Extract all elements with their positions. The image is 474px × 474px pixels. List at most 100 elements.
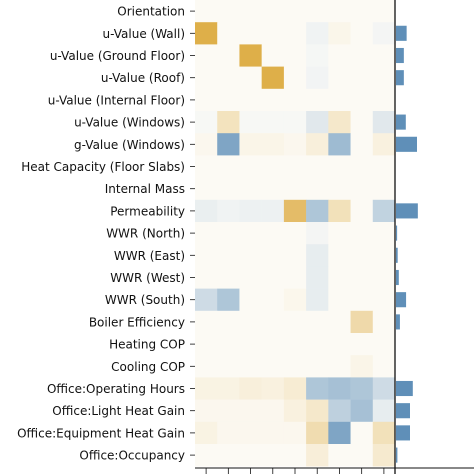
heatmap-cell	[217, 310, 240, 334]
heatmap-cell	[372, 355, 396, 378]
heatmap-cell	[283, 22, 307, 45]
row-label-wwr-south: WWR (South)	[105, 293, 185, 307]
row-label-office-operating-hours: Office:Operating Hours	[47, 382, 185, 396]
heatmap-cell	[283, 421, 307, 445]
bar-u-value-windows	[396, 114, 406, 130]
heatmap-cell	[283, 377, 307, 400]
heatmap-cell	[306, 22, 329, 45]
heatmap-cell	[217, 266, 240, 289]
heatmap-cell	[239, 66, 262, 90]
heatmap-cell	[350, 288, 374, 312]
heatmap-cell	[283, 133, 307, 156]
heatmap-cell	[328, 111, 351, 134]
heatmap-cell	[195, 355, 218, 378]
heatmap-cell	[283, 333, 307, 356]
heatmap-cell	[261, 222, 285, 245]
heatmap-cell	[372, 421, 396, 445]
heatmap-cell	[328, 177, 351, 201]
row-label-u-value-ground-floor: u-Value (Ground Floor)	[50, 49, 185, 63]
heatmap-cell	[283, 399, 307, 423]
heatmap-cell	[306, 155, 329, 178]
heatmap-cell	[350, 44, 374, 67]
heatmap-cell	[195, 88, 218, 112]
heatmap-cell	[239, 177, 262, 201]
heatmap-cell	[306, 111, 329, 134]
bar-panel	[396, 25, 418, 463]
heatmap-cell	[283, 222, 307, 245]
heatmap-cell	[372, 310, 396, 334]
heatmap-cell	[372, 111, 396, 134]
heatmap-cell	[261, 444, 285, 467]
bar-office-occupancy	[396, 447, 398, 463]
heatmap-cell	[306, 44, 329, 67]
heatmap-cell	[350, 199, 374, 223]
heatmap-cell	[372, 155, 396, 178]
heatmap-cells	[195, 0, 396, 467]
heatmap-cell	[195, 177, 218, 201]
heatmap-cell	[328, 266, 351, 289]
heatmap-cell	[261, 199, 285, 223]
heatmap-cell	[283, 444, 307, 467]
heatmap-cell	[195, 377, 218, 400]
heatmap-cell	[195, 222, 218, 245]
heatmap-cell	[372, 44, 396, 67]
heatmap-cell	[283, 310, 307, 334]
heatmap-cell	[306, 399, 329, 423]
heatmap-cell	[261, 244, 285, 267]
heatmap-cell	[372, 66, 396, 90]
heatmap-cell	[350, 244, 374, 267]
bar-wwr-east	[396, 247, 398, 263]
bar-u-value-wall	[396, 25, 407, 41]
heatmap-cell	[350, 421, 374, 445]
heatmap-cell	[372, 222, 396, 245]
heatmap-cell	[217, 177, 240, 201]
heatmap-cell	[350, 310, 374, 334]
bar-office-operating-hours	[396, 380, 413, 397]
heatmap-cell	[350, 266, 374, 289]
heatmap-cell	[217, 244, 240, 267]
heatmap-cell	[328, 222, 351, 245]
heatmap-cell	[217, 355, 240, 378]
heatmap-cell	[195, 155, 218, 178]
heatmap-cell	[217, 111, 240, 134]
heatmap-cell	[195, 444, 218, 467]
heatmap-cell	[239, 266, 262, 289]
heatmap-cell	[195, 266, 218, 289]
row-label-office-equipment-heat-gain: Office:Equipment Heat Gain	[17, 426, 185, 440]
heatmap-cell	[328, 310, 351, 334]
heatmap-cell	[372, 199, 396, 223]
heatmap-cell	[283, 66, 307, 90]
heatmap-cell	[239, 0, 262, 23]
heatmap-cell	[195, 133, 218, 156]
heatmap-cell	[239, 199, 262, 223]
heatmap-cell	[261, 377, 285, 400]
heatmap-cell	[283, 0, 307, 23]
heatmap-cell	[283, 88, 307, 112]
row-label-u-value-internal-floor: u-Value (Internal Floor)	[48, 93, 185, 107]
heatmap-cell	[306, 421, 329, 445]
heatmap-cell	[328, 44, 351, 67]
heatmap-cell	[306, 222, 329, 245]
row-label-g-value-windows: g-Value (Windows)	[74, 138, 185, 152]
heatmap-cell	[239, 133, 262, 156]
heatmap-cell	[350, 355, 374, 378]
heatmap-cell	[372, 377, 396, 400]
row-label-u-value-wall: u-Value (Wall)	[103, 27, 185, 41]
heatmap-cell	[328, 399, 351, 423]
bar-wwr-west	[396, 269, 399, 286]
heatmap-cell	[261, 310, 285, 334]
heatmap-cell	[217, 288, 240, 312]
heatmap-cell	[195, 310, 218, 334]
row-label-cooling-cop: Cooling COP	[111, 360, 185, 374]
heatmap-cell	[239, 22, 262, 45]
heatmap-cell	[217, 399, 240, 423]
bar-office-equipment-heat-gain	[396, 425, 410, 441]
row-label-boiler-efficiency: Boiler Efficiency	[89, 315, 185, 329]
heatmap-cell	[306, 310, 329, 334]
heatmap-cell	[217, 22, 240, 45]
heatmap-cell	[217, 155, 240, 178]
heatmap-cell	[261, 333, 285, 356]
heatmap-cell	[306, 355, 329, 378]
heatmap-cell	[328, 288, 351, 312]
row-label-internal-mass: Internal Mass	[105, 182, 185, 196]
